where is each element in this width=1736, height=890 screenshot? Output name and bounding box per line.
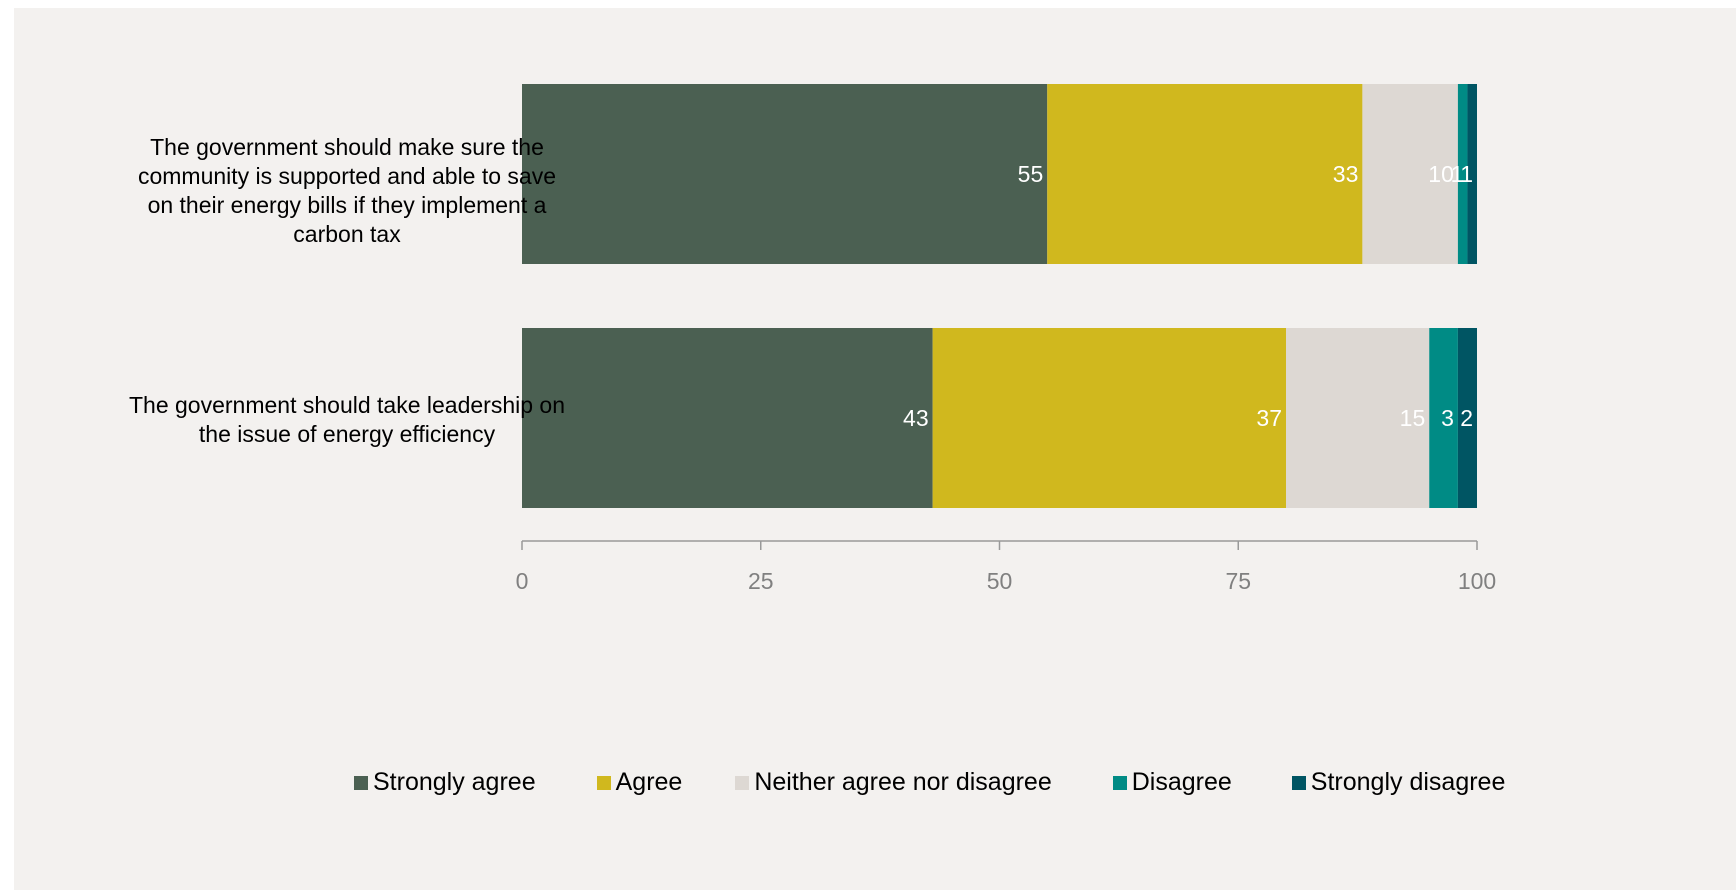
bar-neither-agree-nor-disagree-row-1	[1362, 84, 1458, 264]
bar-disagree-row-2	[1429, 328, 1458, 508]
legend-item-strongly-disagree: Strongly disagree	[1291, 768, 1506, 797]
legend-label-neither: Neither agree nor disagree	[754, 768, 1052, 796]
data-label-neither-agree-nor-disagree-row-2: 15	[1400, 405, 1426, 431]
legend-label-strongly-disagree: Strongly disagree	[1310, 768, 1506, 796]
bar-disagree-row-1	[1457, 84, 1468, 264]
legend-item-strongly-agree: Strongly agree	[354, 768, 536, 797]
data-label-agree-row-2: 37	[1256, 405, 1282, 431]
x-tick-label-100: 100	[1458, 568, 1496, 594]
category-label-energy-efficiency-leadership: The government should take leadership on…	[128, 392, 565, 447]
legend-item-disagree: Disagree	[1112, 768, 1232, 797]
legend-item-agree: Agree	[596, 768, 683, 797]
legend-label-strongly-agree: Strongly agree	[373, 768, 536, 796]
x-tick-label-25: 25	[748, 568, 774, 594]
legend-swatch-strongly-disagree	[1291, 775, 1306, 790]
legend-swatch-strongly-agree	[354, 775, 368, 790]
legend-swatch-agree	[596, 775, 611, 790]
bar-strongly-disagree-row-1	[1467, 84, 1477, 264]
bar-strongly-disagree-row-2	[1457, 328, 1477, 508]
bar-strongly-agree-row-2	[522, 328, 933, 508]
data-label-strongly-disagree-row-2: 2	[1460, 405, 1473, 431]
bar-strongly-agree-row-1	[522, 84, 1048, 264]
x-tick-label-75: 75	[1225, 568, 1251, 594]
legend-label-disagree: Disagree	[1131, 768, 1232, 796]
legend-swatch-disagree	[1112, 775, 1127, 790]
bar-neither-agree-nor-disagree-row-2	[1286, 328, 1430, 508]
x-tick-label-50: 50	[987, 568, 1013, 594]
legend-swatch-neither	[735, 775, 750, 790]
data-label-disagree-row-1: 1	[1451, 161, 1464, 187]
data-label-neither-agree-nor-disagree-row-1: 10	[1428, 161, 1454, 187]
data-label-strongly-agree-row-1: 55	[1018, 161, 1044, 187]
data-label-agree-row-1: 33	[1333, 161, 1359, 187]
bar-agree-row-1	[1047, 84, 1363, 264]
category-label-carbon-tax-support: The government should make sure the comm…	[137, 134, 557, 247]
chart-legend: Strongly agree Agree Neither agree nor d…	[354, 768, 1505, 797]
chart-panel: 55 33 10 1 1 43 37 15 3 2 0 25 50 75 100 The governmen…	[14, 8, 1736, 890]
bar-agree-row-2	[932, 328, 1286, 508]
data-label-strongly-disagree-row-1: 1	[1460, 161, 1473, 187]
legend-label-agree: Agree	[615, 768, 683, 796]
data-label-strongly-agree-row-2: 43	[903, 405, 929, 431]
data-label-disagree-row-2: 3	[1441, 405, 1454, 431]
legend-item-neither: Neither agree nor disagree	[735, 768, 1052, 797]
x-tick-label-0: 0	[516, 568, 529, 594]
